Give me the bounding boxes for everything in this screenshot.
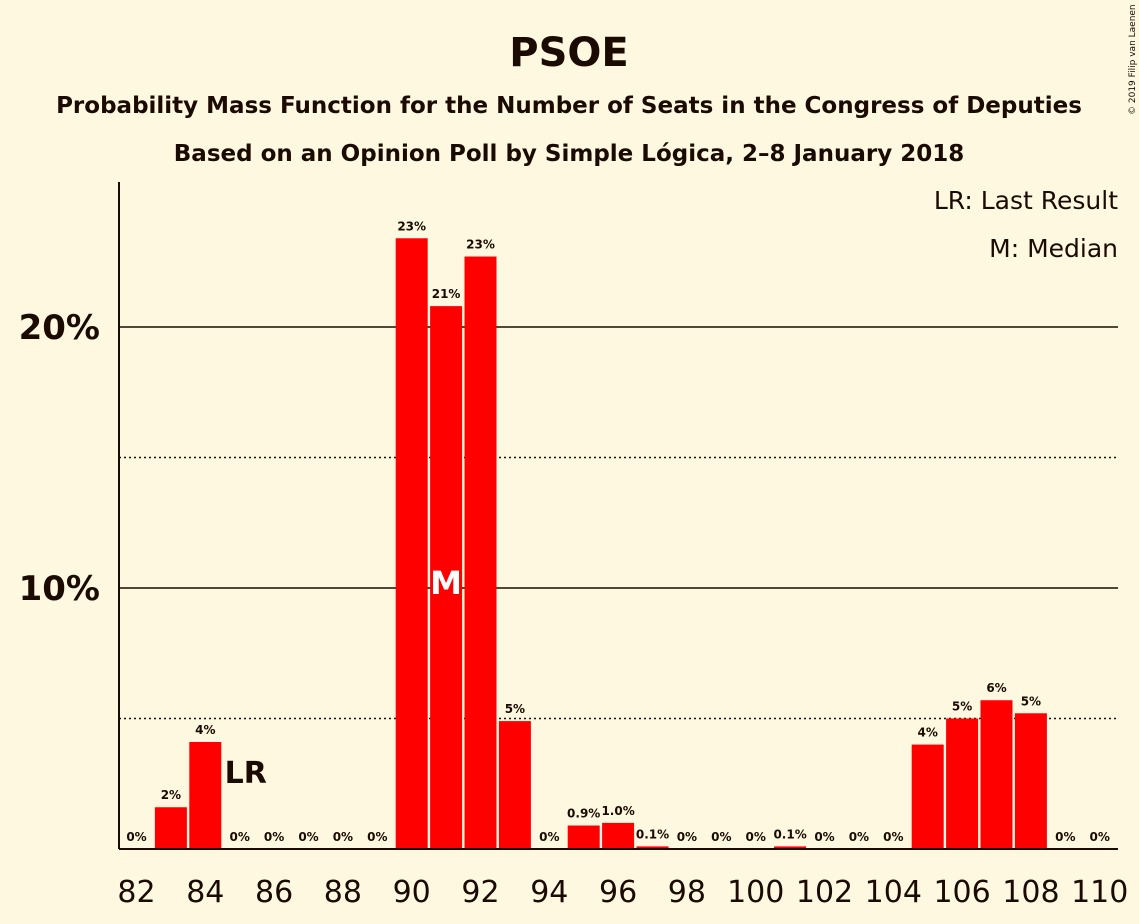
data-labels-group: 0%2%4%0% 0% 0% 0% 0%23%21%23%5%0%0.9% 1.0%0.1…: [126, 219, 1110, 844]
bar: [189, 741, 222, 849]
data-label: 0%: [746, 830, 766, 844]
x-tick-label: 84: [186, 875, 224, 910]
bar: [430, 306, 463, 849]
bar: [498, 721, 531, 849]
data-label: 0%: [1055, 830, 1075, 844]
x-tick-label: 98: [668, 875, 706, 910]
bar: [980, 700, 1013, 849]
data-label: 5%: [505, 702, 525, 716]
data-label: 0%: [883, 830, 903, 844]
x-tick-label: 82: [117, 875, 155, 910]
x-tick-label: 104: [865, 875, 922, 910]
data-label: 0.1%: [636, 827, 669, 841]
x-tick-label: 106: [933, 875, 990, 910]
data-label: 21%: [432, 287, 461, 301]
median-marker: M: [430, 564, 462, 602]
data-label: 0%: [298, 830, 318, 844]
data-label: 0.1%: [773, 827, 806, 841]
data-label: 2%: [161, 788, 181, 802]
last-result-marker: LR: [225, 756, 267, 791]
x-tick-label: 100: [727, 875, 784, 910]
bar: [154, 807, 187, 849]
data-label: 4%: [195, 723, 215, 737]
data-label: 0%: [1090, 830, 1110, 844]
y-tick-labels-group: 10% 20%: [19, 308, 100, 609]
y-tick-label: 20%: [19, 308, 100, 348]
data-label: 0%: [264, 830, 284, 844]
data-label: 0%: [126, 830, 146, 844]
data-label: 0%: [711, 830, 731, 844]
data-label: 5%: [952, 700, 972, 714]
bar: [395, 238, 428, 849]
grid-lines: [119, 326, 1118, 720]
data-label: 0%: [677, 830, 697, 844]
data-label: 5%: [1021, 694, 1041, 708]
bar: [911, 744, 944, 849]
bar: [946, 718, 979, 849]
data-label: 0%: [367, 830, 387, 844]
data-label: 4%: [918, 726, 938, 740]
x-tick-label: 108: [1002, 875, 1059, 910]
data-label: 23%: [466, 238, 495, 252]
data-label: 0%: [333, 830, 353, 844]
bars-group: [154, 238, 1047, 849]
copyright-credit: © 2019 Filip van Laenen: [1128, 4, 1138, 115]
y-tick-label: 10%: [19, 569, 100, 609]
data-label: 1.0%: [601, 804, 634, 818]
data-label: 0%: [814, 830, 834, 844]
x-tick-label: 110: [1071, 875, 1128, 910]
bar: [464, 256, 497, 849]
chart-title: PSOE: [509, 30, 628, 76]
data-label: 0.9%: [567, 807, 600, 821]
x-tick-label: 88: [324, 875, 362, 910]
data-label: 0%: [539, 830, 559, 844]
x-tick-label: 96: [599, 875, 637, 910]
bar: [567, 825, 600, 849]
bar: [602, 822, 635, 849]
x-tick-label: 90: [393, 875, 431, 910]
chart-subtitle: Probability Mass Function for the Number…: [56, 93, 1082, 119]
bar: [1014, 713, 1047, 849]
chart-subtitle-poll: Based on an Opinion Poll by Simple Lógic…: [174, 141, 964, 167]
x-tick-label: 94: [530, 875, 568, 910]
bar: [636, 846, 669, 849]
x-tick-label: 102: [796, 875, 853, 910]
bar: [774, 846, 807, 849]
legend-median: M: Median: [989, 234, 1118, 263]
x-tick-label: 86: [255, 875, 293, 910]
data-label: 0%: [849, 830, 869, 844]
data-label: 0%: [230, 830, 250, 844]
legend-last-result: LR: Last Result: [934, 186, 1118, 215]
data-label: 6%: [986, 681, 1006, 695]
x-tick-label: 92: [461, 875, 499, 910]
x-tick-labels-group: 82 84 86 88 90 92 94 96 98 100 102 104 106 108 110: [117, 875, 1128, 910]
data-label: 23%: [397, 219, 426, 233]
